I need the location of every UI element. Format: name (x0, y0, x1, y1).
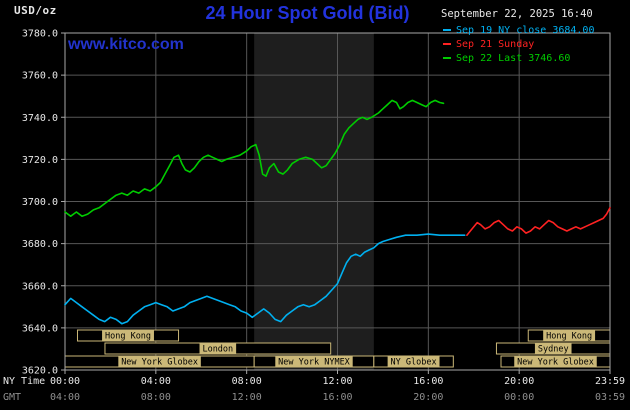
x-axis-label-ny: 08:00 (232, 376, 262, 387)
y-axis-label: 3680.0 (22, 239, 58, 250)
session-label: Hong Kong (546, 332, 592, 342)
series-line-sep19 (64, 233, 466, 325)
y-axis-label: 3660.0 (22, 281, 58, 292)
sep22-line-marker-icon (443, 57, 451, 59)
y-axis-label: 3760.0 (22, 71, 58, 82)
series-line-sep21 (466, 207, 611, 236)
x-axis-label-gmt: 00:00 (504, 392, 534, 403)
x-axis-label-gmt: 08:00 (141, 392, 171, 403)
y-axis-label: 3620.0 (22, 366, 58, 377)
chart-legend: Sep 19 NY close 3684.00 Sep 21 Sunday Se… (443, 24, 594, 66)
session-label-bg (543, 330, 596, 341)
y-axis-label: 3740.0 (22, 113, 58, 124)
legend-item-sep21: Sep 21 Sunday (443, 38, 594, 52)
x-axis-label-gmt: 04:00 (50, 392, 80, 403)
legend-item-sep19: Sep 19 NY close 3684.00 (443, 24, 594, 38)
x-axis-label-gmt: 03:59 (595, 392, 625, 403)
session-label-bg (534, 343, 572, 354)
x-axis-label-gmt: 20:00 (413, 392, 443, 403)
session-label: London (202, 345, 233, 355)
y-axis-label: 3640.0 (22, 323, 58, 334)
x-axis-label-ny: 20:00 (504, 376, 534, 387)
units-label: USD/oz (14, 4, 57, 17)
x-axis-label-ny: 04:00 (141, 376, 171, 387)
x-axis-label-gmt: 12:00 (232, 392, 262, 403)
session-label-bg (102, 330, 154, 341)
session-label: Sydney (538, 345, 569, 355)
x-axis-label-ny: 23:59 (595, 376, 625, 387)
legend-item-sep22: Sep 22 Last 3746.60 (443, 52, 594, 66)
sep19-line-marker-icon (443, 29, 451, 31)
session-label-bg (514, 356, 597, 367)
datetime-label: September 22, 2025 16:40 (441, 8, 593, 20)
session-label: New York NYMEX (278, 358, 351, 368)
session-label: NY Globex (391, 358, 437, 368)
legend-label-sep22: Sep 22 Last 3746.60 (456, 53, 571, 64)
ny-time-axis-caption: NY Time (3, 376, 45, 387)
session-label: Hong Kong (105, 332, 151, 342)
legend-label-sep19: Sep 19 NY close 3684.00 (456, 25, 595, 36)
x-axis-label-ny: 12:00 (322, 376, 352, 387)
gmt-axis-caption: GMT (3, 392, 21, 403)
session-label: New York Globex (517, 358, 594, 368)
page-title: 24 Hour Spot Gold (Bid) (205, 3, 410, 23)
session-label-bg (118, 356, 201, 367)
session-label-bg (199, 343, 237, 354)
x-axis-label-ny: 16:00 (413, 376, 443, 387)
legend-label-sep21: Sep 21 Sunday (456, 39, 535, 50)
kitco-watermark-link[interactable]: www.kitco.com (68, 36, 184, 53)
session-label-bg (275, 356, 353, 367)
session-label-bg (387, 356, 440, 367)
y-axis-label: 3720.0 (22, 155, 58, 166)
series-line-sep22 (64, 99, 445, 217)
plot-border (64, 32, 611, 371)
y-axis-label: 3780.0 (22, 29, 58, 40)
y-axis-label: 3700.0 (22, 197, 58, 208)
x-axis-label-gmt: 16:00 (322, 392, 352, 403)
x-axis-label-ny: 00:00 (50, 376, 80, 387)
session-label: New York Globex (121, 358, 198, 368)
sep21-line-marker-icon (443, 43, 451, 45)
